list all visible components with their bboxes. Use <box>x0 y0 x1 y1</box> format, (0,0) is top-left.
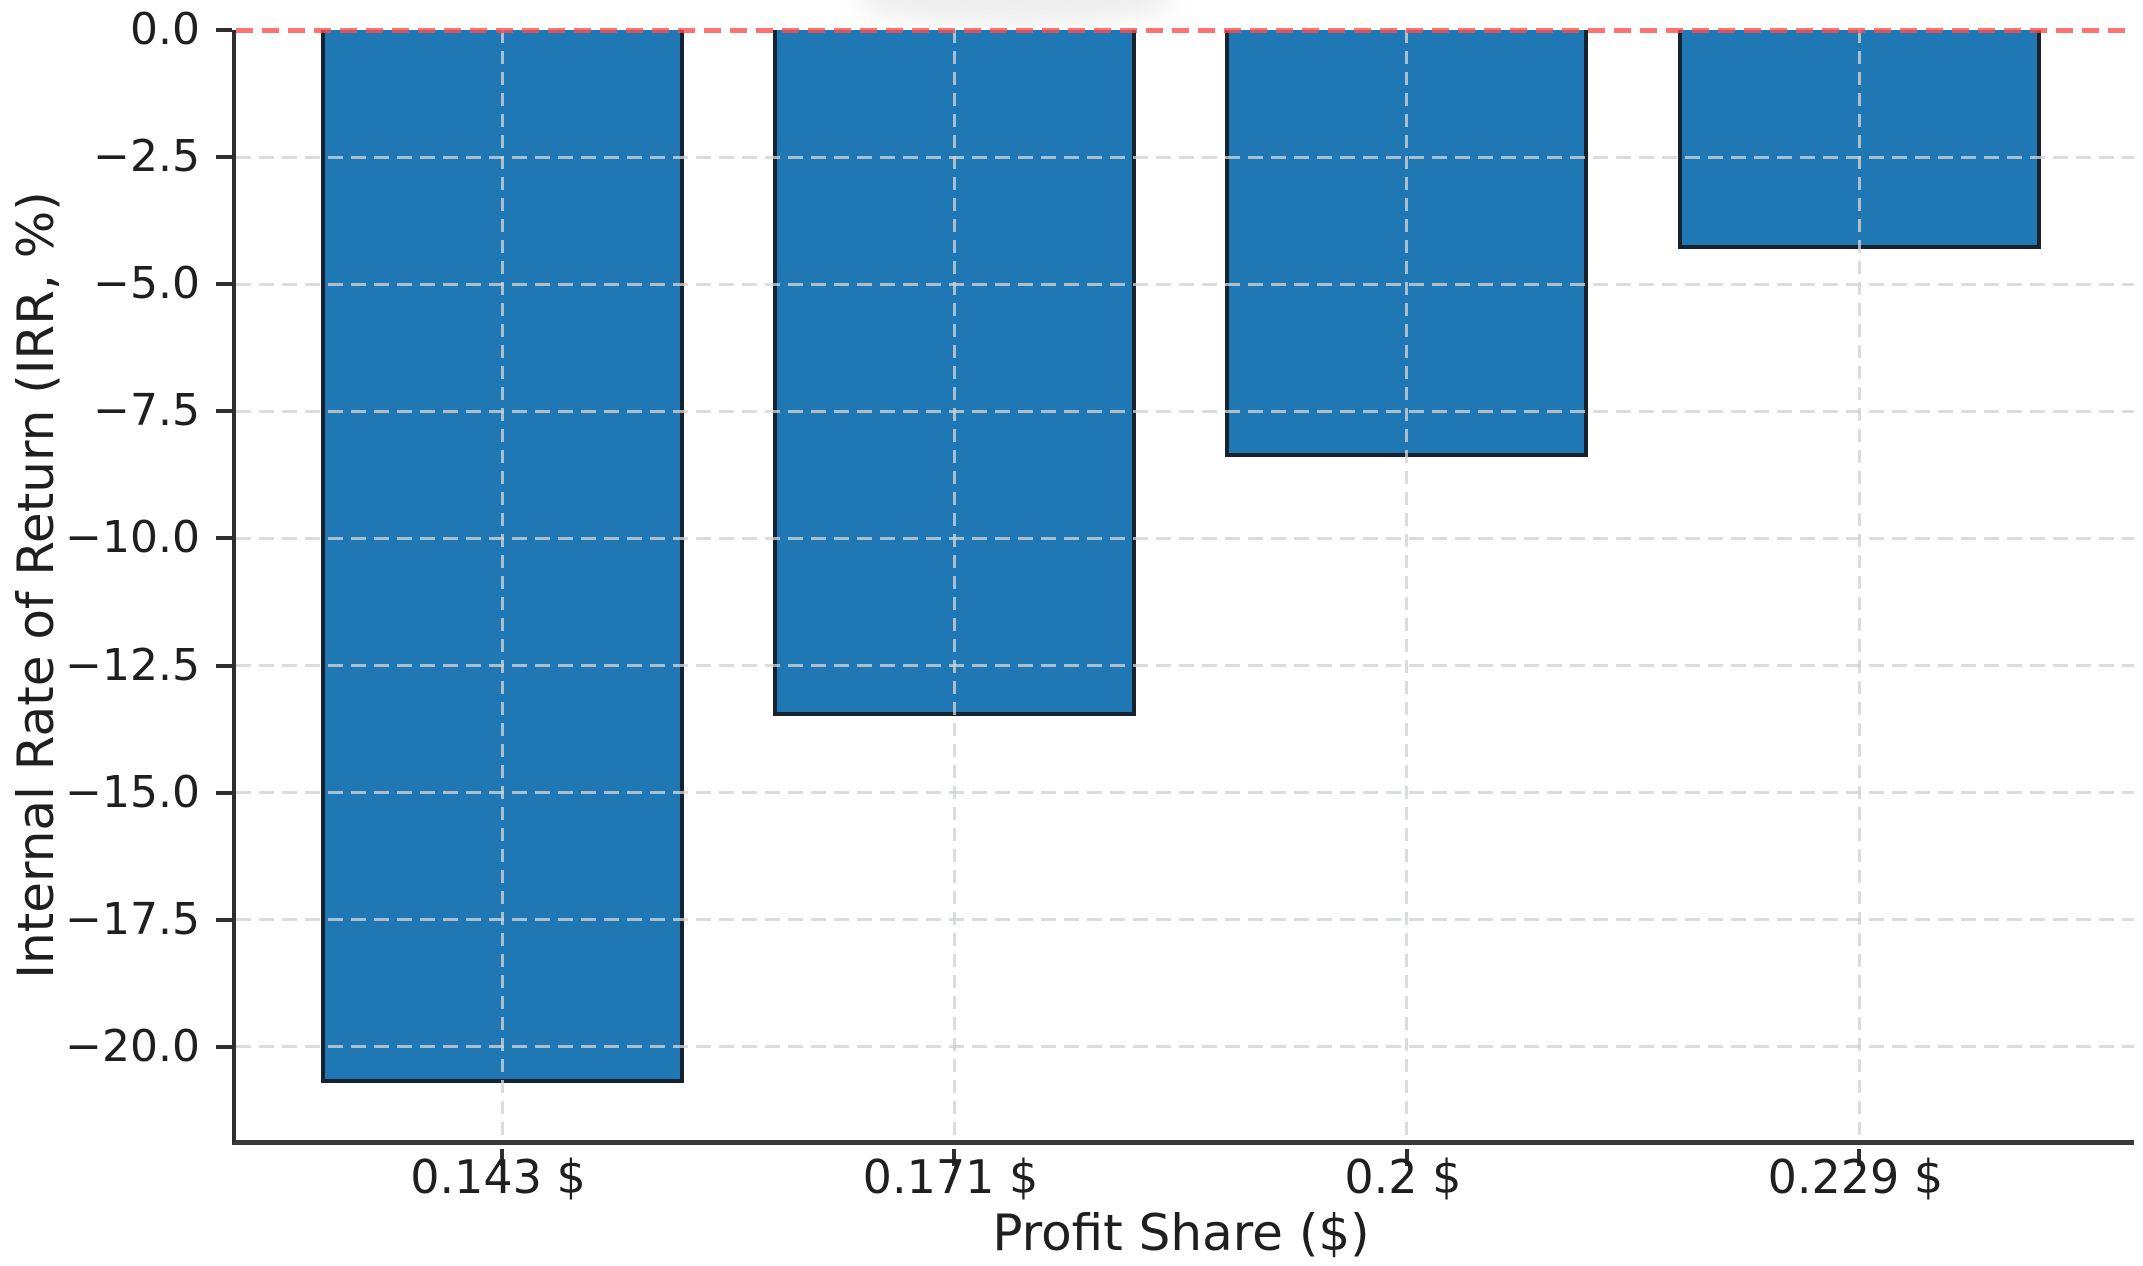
v-gridline-0.229$ <box>1857 30 1861 1140</box>
y-tick-label--10: −10.0 <box>65 512 200 564</box>
h-gridline--10 <box>236 536 2134 540</box>
x-tick-mark-0.143$ <box>500 1149 505 1166</box>
h-gridline--20 <box>236 1045 2134 1049</box>
y-tick-label--17.5: −17.5 <box>65 893 200 945</box>
x-tick-label-0.143$: 0.143 $ <box>410 1150 586 1204</box>
y-tick-mark-0 <box>216 28 232 32</box>
x-tick-label-0.2$: 0.2 $ <box>1344 1150 1462 1204</box>
x-tick-mark-0.171$ <box>952 1149 957 1166</box>
y-tick-label--5: −5.0 <box>93 258 200 310</box>
y-tick-mark--12.5 <box>216 663 232 668</box>
y-tick-mark--7.5 <box>216 409 232 414</box>
y-tick-label--2.5: −2.5 <box>93 131 200 183</box>
y-tick-label--20: −20.0 <box>65 1020 200 1072</box>
x-tick-mark-0.229$ <box>1857 1149 1862 1166</box>
y-tick-label-0: 0.0 <box>130 4 200 55</box>
v-gridline-0.171$ <box>952 30 956 1140</box>
y-axis-title-text: Internal Rate of Return (IRR, %) <box>7 191 65 979</box>
y-tick-mark--10 <box>216 536 232 541</box>
h-gridline--15 <box>236 791 2134 795</box>
y-tick-mark--5 <box>216 282 232 287</box>
x-axis-title: Profit Share ($) <box>992 1204 1370 1262</box>
h-gridline--2.5 <box>236 155 2134 159</box>
y-tick-label--15: −15.0 <box>65 766 200 818</box>
y-tick-mark--20 <box>216 1044 232 1049</box>
plot-area: 0.0 −2.5 −5.0 −7.5 −10.0 −12.5 −15.0 −17.5 −20.0 <box>65 8 2134 1166</box>
zero-reference-line <box>236 28 2134 33</box>
y-tick-mark--17.5 <box>216 917 232 922</box>
y-tick-label--12.5: −12.5 <box>65 639 200 691</box>
x-tick-label-0.229$: 0.229 $ <box>1767 1150 1944 1204</box>
x-tick-mark-0.2$ <box>1404 1149 1409 1166</box>
h-gridline--17.5 <box>236 918 2134 922</box>
h-gridline--12.5 <box>236 664 2134 668</box>
y-tick-mark--2.5 <box>216 155 232 160</box>
y-tick-mark--15 <box>216 790 232 795</box>
h-gridline--5 <box>236 282 2134 286</box>
v-gridline-0.2$ <box>1405 30 1409 1140</box>
h-gridline--7.5 <box>236 409 2134 413</box>
cropped-title-artifact <box>855 0 1175 24</box>
y-tick-label--7.5: −7.5 <box>93 385 200 437</box>
v-gridline-0.143$ <box>500 30 504 1140</box>
x-tick-label-0.171$: 0.171 $ <box>862 1150 1039 1204</box>
